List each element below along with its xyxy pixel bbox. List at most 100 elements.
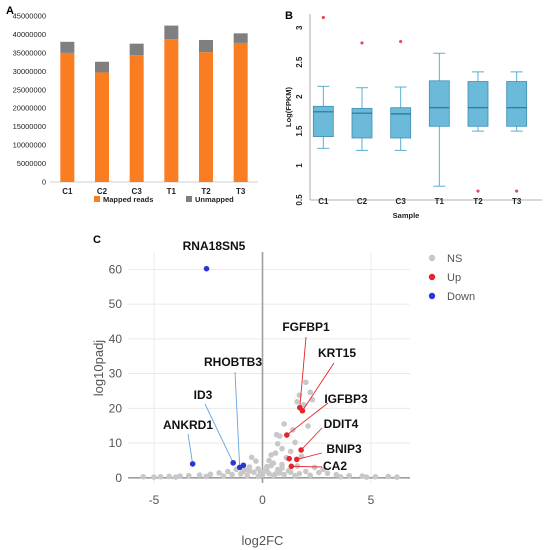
b-x-tick-label: T1 — [435, 197, 445, 206]
c-label-leader-line — [302, 362, 335, 411]
c-point-down — [203, 265, 210, 272]
b-outlier-point — [515, 189, 519, 193]
b-x-tick-label: C3 — [396, 197, 407, 206]
a-x-tick-label: C3 — [132, 187, 143, 196]
c-point-ns — [246, 468, 253, 474]
c-x-tick-label: -5 — [149, 493, 160, 507]
c-y-tick-label: 40 — [109, 332, 123, 346]
c-point-ns — [272, 471, 279, 477]
c-point-ns — [266, 457, 272, 464]
c-point-ns — [372, 473, 379, 480]
c-point-down — [189, 461, 196, 467]
c-point-ns — [264, 467, 270, 473]
c-point-ns — [268, 452, 274, 458]
b-y-axis-title: Log(FPKM) — [284, 87, 293, 127]
c-gene-label: ANKRD1 — [163, 418, 213, 432]
b-x-tick-label: T2 — [473, 197, 483, 206]
c-legend-label: NS — [447, 253, 462, 265]
c-point-ns — [273, 431, 280, 438]
c-point-ns — [157, 473, 164, 480]
c-legend-label: Down — [447, 291, 475, 303]
b-box — [312, 105, 334, 138]
b-y-tick-label: 0.5 — [295, 194, 304, 206]
a-bar-unmapped — [164, 25, 179, 40]
c-point-ns — [216, 470, 222, 476]
a-y-tick-label: 20000000 — [13, 104, 46, 113]
c-point-ns — [303, 379, 309, 386]
c-point-ns — [337, 473, 344, 480]
c-legend-marker — [428, 254, 436, 262]
c-label-leader-line — [234, 371, 241, 468]
c-gene-label: IGFBP3 — [324, 392, 368, 406]
a-y-tick-label: 10000000 — [13, 141, 46, 150]
c-point-ns — [251, 469, 257, 476]
b-x-axis-title: Sample — [393, 211, 420, 220]
c-point-ns — [307, 472, 314, 479]
c-x-axis-title: log2FC — [242, 533, 284, 548]
c-point-ns — [220, 473, 227, 479]
a-y-tick-label: 0 — [42, 178, 46, 187]
c-point-ns — [287, 469, 294, 476]
panel-c-volcano-plot: C 0 10 20 30 40 50 60 -5 0 5 RNA18SN5 RHOBTB3 ID3 ANKR… — [91, 234, 475, 548]
c-point-ns — [151, 474, 157, 480]
b-y-tick-label: 1 — [295, 163, 304, 168]
c-point-ns — [303, 468, 309, 475]
a-x-tick-label: C1 — [62, 187, 73, 196]
c-label-leader-line — [300, 427, 323, 451]
c-point-ns — [272, 450, 279, 456]
c-legend-label: Up — [447, 272, 461, 284]
a-bar-unmapped — [199, 39, 213, 53]
b-outlier-point — [399, 39, 403, 44]
c-point-ns — [203, 473, 209, 480]
a-y-tick-label: 45000000 — [13, 12, 46, 21]
a-y-tick-label: 40000000 — [13, 30, 46, 39]
c-point-ns — [240, 469, 246, 475]
c-point-ns — [279, 465, 285, 471]
c-point-ns — [229, 471, 235, 478]
c-point-ns — [207, 471, 214, 478]
b-box — [428, 80, 450, 127]
c-x-tick-label: 0 — [259, 493, 266, 507]
panel-a-stacked-bar-chart: A 0 5000000 10000000 15000000 20000000 2500000… — [6, 5, 258, 204]
b-box — [390, 107, 412, 139]
a-y-tick-label: 30000000 — [13, 67, 46, 76]
c-gene-label: KRT15 — [318, 346, 356, 360]
panel-letter-a: A — [6, 5, 14, 17]
c-point-ns — [253, 458, 259, 464]
panel-letter-c: C — [93, 234, 101, 246]
b-box — [351, 107, 373, 139]
a-bar-unmapped — [95, 61, 109, 73]
c-point-down — [230, 460, 237, 466]
c-point-ns — [177, 473, 183, 479]
b-x-tick-label: C2 — [357, 197, 368, 206]
c-point-ns — [394, 474, 400, 480]
panel-letter-b: B — [285, 10, 293, 22]
a-y-tick-label: 25000000 — [13, 85, 46, 94]
c-point-ns — [324, 470, 331, 477]
a-bar-unmapped — [60, 41, 75, 53]
c-point-ns — [305, 423, 311, 429]
c-y-tick-label: 60 — [109, 262, 123, 276]
c-legend-marker — [428, 273, 436, 281]
c-y-axis-title: log10padj — [91, 340, 106, 396]
a-x-tick-label: T2 — [201, 187, 211, 196]
c-point-up — [286, 455, 292, 462]
c-point-up — [283, 432, 290, 438]
a-bar-mapped — [129, 55, 144, 183]
c-point-ns — [363, 474, 370, 480]
c-point-up — [293, 456, 300, 463]
c-point-ns — [257, 469, 264, 476]
a-y-tick-label: 35000000 — [13, 48, 46, 57]
a-bar-unmapped — [233, 33, 248, 43]
a-bar-unmapped — [129, 43, 144, 56]
c-gene-label: FGFBP1 — [282, 320, 330, 334]
c-label-leader-line — [187, 433, 194, 464]
b-y-tick-label: 2 — [295, 94, 304, 99]
c-point-ns — [385, 473, 392, 480]
a-bar-mapped — [233, 42, 248, 182]
c-y-tick-label: 30 — [109, 367, 123, 381]
c-point-ns — [196, 472, 203, 478]
a-bar-mapped — [164, 39, 179, 182]
b-box — [467, 81, 489, 127]
